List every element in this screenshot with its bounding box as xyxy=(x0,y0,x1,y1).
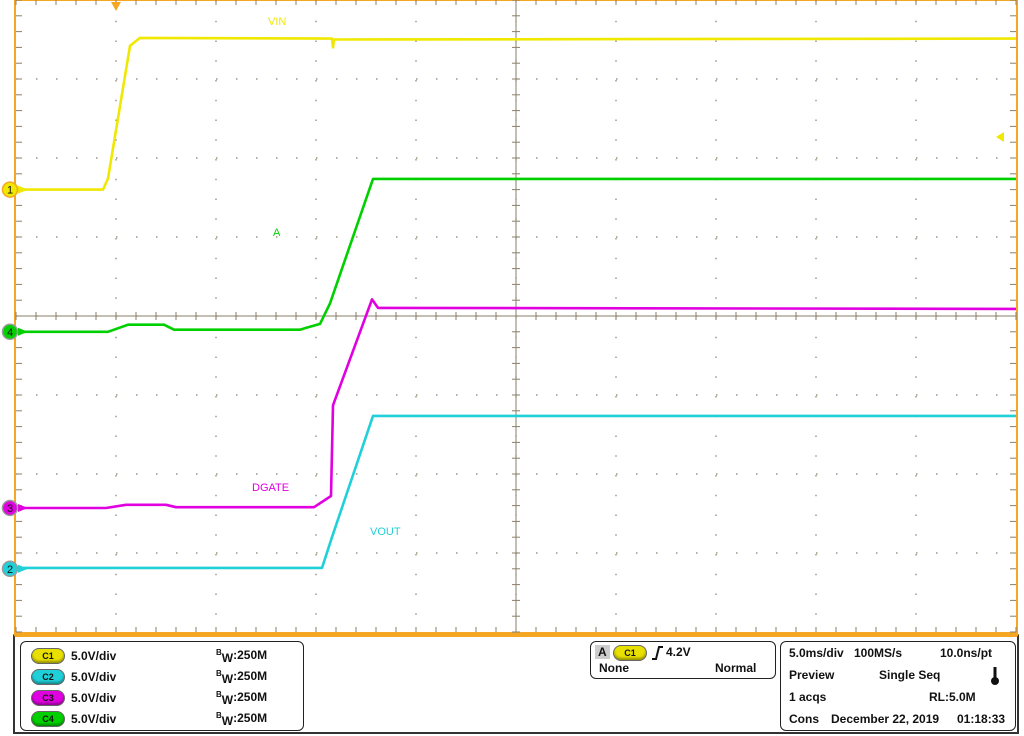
display-mode: Cons xyxy=(789,712,819,726)
trace-a xyxy=(16,177,1016,334)
bw-b: B xyxy=(216,689,222,699)
rising-edge-icon xyxy=(652,646,663,660)
channel-pill[interactable]: C3 xyxy=(31,690,65,706)
bw-colon: : xyxy=(233,689,238,704)
thermometer-icon xyxy=(991,667,999,685)
channel-4-ground-marker[interactable]: 4 xyxy=(1,323,29,341)
record-length: RL:5.0M xyxy=(929,690,976,704)
run-mode: Single Seq xyxy=(879,668,941,682)
bw-value: 250M xyxy=(237,710,268,725)
channel-pill[interactable]: C2 xyxy=(31,669,65,685)
status-panel: C1 5.0V/div BW:250M C2 5.0V/div BW:250M C3… xyxy=(13,634,1019,734)
trace-dgate xyxy=(16,298,1017,510)
acq-count: 1 acqs xyxy=(789,690,827,704)
channel-pill[interactable]: C4 xyxy=(31,711,65,727)
graticule xyxy=(14,0,1018,634)
channel-scale: 5.0V/div xyxy=(71,649,117,663)
channel-pill[interactable]: C1 xyxy=(31,648,65,664)
bw-b: B xyxy=(216,668,222,678)
channel-scale: 5.0V/div xyxy=(71,691,117,705)
trigger-coupling: None xyxy=(599,661,629,675)
trace-label-vout: VOUT xyxy=(370,526,401,538)
bw-colon: : xyxy=(233,668,238,683)
bw-w: W xyxy=(221,650,234,665)
channel-row-c1[interactable]: C1 5.0V/div BW:250M xyxy=(31,647,267,665)
trace-label-a: A xyxy=(273,227,281,239)
channel-scale: 5.0V/div xyxy=(71,670,117,684)
waveform-display: VIN A DGATE VOUT 1 4 3 2 xyxy=(1,0,1018,634)
bw-value: 250M xyxy=(237,689,268,704)
bw-colon: : xyxy=(233,647,238,662)
trigger-source-pill: C1 xyxy=(613,645,647,661)
trace-label-vin: VIN xyxy=(268,16,286,28)
time: 01:18:33 xyxy=(957,712,1006,726)
trace-label-dgate: DGATE xyxy=(252,482,289,494)
bw-w: W xyxy=(221,671,234,686)
channel-row-c4[interactable]: C4 5.0V/div BW:250M xyxy=(31,710,267,728)
timebase: 5.0ms/div xyxy=(789,646,844,660)
acq-state: Preview xyxy=(789,668,835,682)
trace-vout xyxy=(16,414,1016,570)
channel-number: 4 xyxy=(7,327,13,339)
trigger-mode: Normal xyxy=(715,661,757,675)
bandwidth: BW:250M xyxy=(216,711,267,728)
bw-value: 250M xyxy=(237,647,268,662)
bandwidth: BW:250M xyxy=(216,648,267,665)
trigger-settings[interactable]: A C1 4.2V None Normal xyxy=(590,641,776,679)
bw-colon: : xyxy=(233,710,238,725)
channel-number: 1 xyxy=(7,185,13,197)
channel-1-ground-marker[interactable]: 1 xyxy=(1,181,29,198)
trigger-level-marker[interactable] xyxy=(996,132,1004,142)
bw-w: W xyxy=(221,692,234,707)
channel-row-c2[interactable]: C2 5.0V/div BW:250M xyxy=(31,668,267,686)
bw-value: 250M xyxy=(237,668,268,683)
date: December 22, 2019 xyxy=(831,712,940,726)
bandwidth: BW:250M xyxy=(216,669,267,686)
trigger-label: A xyxy=(595,645,610,659)
channel-scale: 5.0V/div xyxy=(71,712,117,726)
trace-vin xyxy=(16,36,1017,191)
acquisition-settings[interactable]: 5.0ms/div 100MS/s 10.0ns/pt Preview Sing… xyxy=(780,641,1016,731)
trigger-level: 4.2V xyxy=(666,645,691,659)
bandwidth: BW:250M xyxy=(216,690,267,707)
bw-b: B xyxy=(216,647,222,657)
channel-2-ground-marker[interactable]: 2 xyxy=(1,560,29,578)
resolution: 10.0ns/pt xyxy=(940,646,993,660)
channel-3-ground-marker[interactable]: 3 xyxy=(1,499,29,517)
channel-row-c3[interactable]: C3 5.0V/div BW:250M xyxy=(31,689,267,707)
channel-settings: C1 5.0V/div BW:250M C2 5.0V/div BW:250M C3… xyxy=(20,641,304,731)
bw-w: W xyxy=(221,713,234,728)
channel-number: 3 xyxy=(7,503,13,515)
bw-b: B xyxy=(216,710,222,720)
channel-number: 2 xyxy=(7,564,13,576)
trigger-position-marker[interactable] xyxy=(111,2,121,11)
sample-rate: 100MS/s xyxy=(854,646,903,660)
